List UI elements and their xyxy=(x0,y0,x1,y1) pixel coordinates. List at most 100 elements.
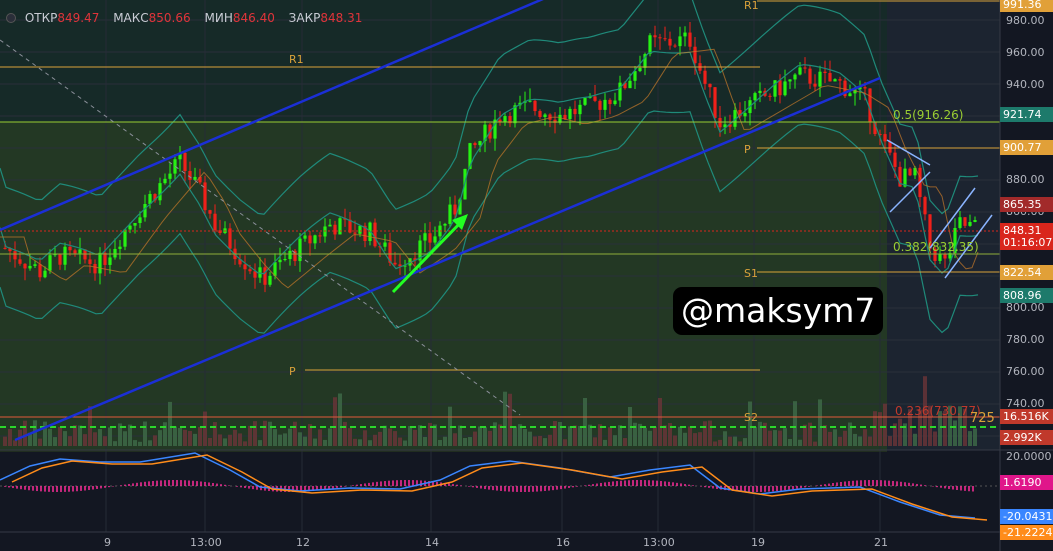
volume-bar xyxy=(253,421,257,446)
candle-body xyxy=(443,223,447,226)
volume-bar xyxy=(578,426,582,446)
volume-bar xyxy=(288,428,292,446)
candle-body xyxy=(468,143,472,169)
candle-body xyxy=(823,71,827,73)
candle-body xyxy=(613,100,617,105)
macd-tick-label: 20.0000 xyxy=(1006,450,1052,463)
volume-bar xyxy=(343,421,347,446)
candle-body xyxy=(213,213,217,231)
candle-body xyxy=(408,258,412,266)
candle-body xyxy=(53,253,57,256)
candle-body xyxy=(403,265,407,267)
volume-bar xyxy=(703,421,707,446)
volume-bar xyxy=(223,438,227,446)
volume-bar xyxy=(408,426,412,446)
volume-bar xyxy=(518,424,522,446)
volume-bar xyxy=(298,432,302,446)
volume-bar xyxy=(28,432,32,446)
price-badge: 16.516K xyxy=(1000,409,1053,424)
volume-bar xyxy=(788,438,792,446)
volume-bar xyxy=(318,429,322,446)
price-badge: 900.77 xyxy=(1000,140,1053,155)
candle-body xyxy=(158,183,162,201)
price-tick-label: 800.00 xyxy=(1006,301,1045,314)
candle-body xyxy=(243,264,247,270)
candle-body xyxy=(873,122,877,134)
candle-body xyxy=(258,267,262,278)
volume-bar xyxy=(803,424,807,446)
volume-bar xyxy=(313,438,317,446)
volume-bar xyxy=(968,431,972,446)
candle-body xyxy=(413,258,417,261)
volume-bar xyxy=(58,427,62,446)
volume-bar xyxy=(208,437,212,446)
low-value: 846.40 xyxy=(232,11,275,25)
volume-bar xyxy=(798,439,802,446)
wedge-pattern xyxy=(886,139,931,213)
volume-bar xyxy=(118,423,122,446)
candle-body xyxy=(358,225,362,234)
moving-average xyxy=(0,48,979,289)
candle-body xyxy=(928,214,932,249)
candle-body xyxy=(953,227,957,254)
candle-body xyxy=(48,255,52,271)
volume-bar xyxy=(163,422,167,446)
volume-bar xyxy=(348,428,352,446)
candle-body xyxy=(543,114,547,117)
candle-body xyxy=(153,194,157,201)
price-badge: 921.74 xyxy=(1000,107,1053,122)
candle-body xyxy=(168,173,172,179)
candle-body xyxy=(783,81,787,96)
volume-bar xyxy=(733,436,737,446)
volume-bar xyxy=(583,397,587,446)
volume-bar xyxy=(923,376,927,446)
r1-right-label: R1 xyxy=(744,0,759,12)
candle-body xyxy=(718,117,722,128)
candle-body xyxy=(838,79,842,81)
candle-body xyxy=(593,96,597,101)
volume-bar xyxy=(23,420,27,446)
volume-bar xyxy=(613,435,617,446)
candle-body xyxy=(313,235,317,244)
candle-body xyxy=(288,250,292,260)
volume-bar xyxy=(543,438,547,446)
candle-body xyxy=(98,252,102,274)
volume-bar xyxy=(748,401,752,446)
volume-bar xyxy=(603,439,607,446)
volume-bar xyxy=(883,403,887,446)
candle-body xyxy=(968,221,972,226)
candle-body xyxy=(888,141,892,153)
candle-body xyxy=(963,217,967,226)
volume-bar xyxy=(683,432,687,446)
candle-body xyxy=(388,242,392,263)
volume-bar xyxy=(818,399,822,446)
volume-bar xyxy=(418,425,422,446)
volume-bar xyxy=(438,439,442,446)
candle-body xyxy=(33,264,37,266)
volume-bar xyxy=(443,436,447,446)
volume-bar xyxy=(833,429,837,446)
open-value: 849.47 xyxy=(57,11,100,25)
candle-body xyxy=(498,119,502,123)
candle-body xyxy=(58,253,62,265)
candle-body xyxy=(578,104,582,115)
volume-bar xyxy=(598,424,602,446)
volume-bar xyxy=(108,427,112,446)
candle-body xyxy=(843,80,847,97)
volume-bar xyxy=(78,425,82,446)
volume-bar xyxy=(333,397,337,446)
volume-bar xyxy=(353,438,357,446)
s1-label: S1 xyxy=(744,267,758,280)
candle-body xyxy=(913,167,917,176)
candle-body xyxy=(228,228,232,249)
trend-arrow-head xyxy=(452,214,468,230)
candle-body xyxy=(478,141,482,146)
volume-bar xyxy=(668,423,672,446)
open-label: ОТКР xyxy=(24,11,58,25)
volume-bar xyxy=(243,441,247,446)
fib-0382-label: 0.382(832.35) xyxy=(893,240,979,254)
volume-bar xyxy=(793,401,797,446)
price-tick-label: 980.00 xyxy=(1006,14,1045,27)
candle-body xyxy=(283,259,287,261)
